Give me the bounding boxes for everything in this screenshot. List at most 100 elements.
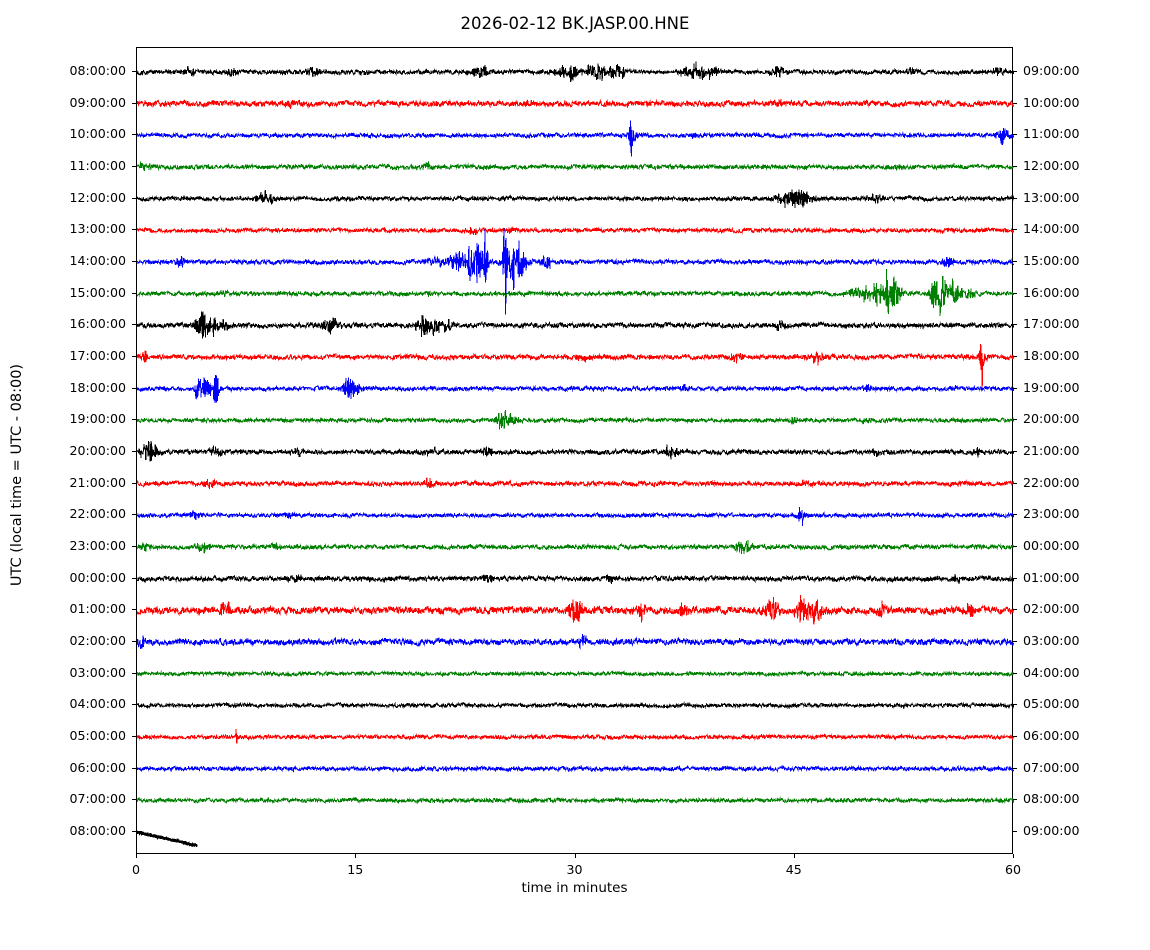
right-tick-mark [1013, 482, 1017, 484]
right-tick-mark [1013, 577, 1017, 579]
left-tick-mark [132, 514, 136, 516]
trace-080000 [137, 61, 1014, 83]
right-tick-label: 01:00:00 [1023, 569, 1080, 585]
left-tick-mark [132, 546, 136, 547]
right-tick-label: 06:00:00 [1023, 728, 1080, 743]
right-tick-label: 23:00:00 [1023, 506, 1080, 522]
right-tick-mark [1013, 451, 1017, 452]
left-tick-mark [132, 356, 136, 357]
left-tick-mark [132, 577, 136, 579]
right-tick-mark [1013, 102, 1017, 104]
right-tick-mark [1013, 261, 1017, 262]
right-tick-mark [1013, 736, 1017, 737]
left-tick-label: 20:00:00 [69, 443, 126, 458]
trace-060000 [137, 764, 1014, 773]
left-tick-mark [132, 419, 136, 421]
right-tick-label: 09:00:00 [1023, 63, 1080, 78]
left-tick-mark [132, 641, 136, 642]
left-tick-mark [132, 736, 136, 737]
right-tick-mark [1013, 387, 1017, 389]
right-tick-label: 12:00:00 [1023, 158, 1080, 173]
left-tick-label: 12:00:00 [69, 189, 126, 205]
page-title: 2026-02-12 BK.JASP.00.HNE [460, 14, 690, 33]
right-tick-mark [1013, 609, 1017, 611]
left-tick-mark [132, 229, 136, 231]
right-tick-label: 10:00:00 [1023, 94, 1080, 110]
left-tick-label: 18:00:00 [69, 379, 126, 395]
trace-220000 [137, 506, 1014, 527]
x-tick-label: 0 [131, 862, 140, 877]
x-tick-mark [355, 854, 357, 858]
right-tick-label: 21:00:00 [1023, 443, 1080, 458]
left-tick-label: 09:00:00 [69, 94, 126, 110]
x-tick-mark [574, 854, 576, 858]
left-tick-mark [132, 324, 136, 326]
left-tick-mark [132, 704, 136, 706]
left-tick-mark [132, 387, 136, 389]
right-tick-label: 13:00:00 [1023, 189, 1080, 205]
trace-130000 [137, 226, 1014, 236]
trace-000000 [137, 573, 1014, 585]
left-tick-label: 15:00:00 [69, 284, 126, 300]
left-tick-label: 17:00:00 [69, 348, 126, 363]
left-tick-label: 16:00:00 [69, 316, 126, 332]
left-tick-label: 08:00:00 [69, 823, 126, 838]
right-tick-label: 14:00:00 [1023, 221, 1080, 237]
trace-canvas [137, 61, 1014, 848]
right-tick-mark [1013, 704, 1017, 706]
left-tick-label: 11:00:00 [69, 158, 126, 173]
right-tick-mark [1013, 641, 1017, 642]
x-tick-mark [793, 854, 795, 858]
left-tick-label: 00:00:00 [69, 569, 126, 585]
right-tick-label: 11:00:00 [1023, 126, 1080, 142]
right-tick-label: 17:00:00 [1023, 316, 1080, 332]
right-tick-mark [1013, 767, 1017, 769]
right-tick-label: 16:00:00 [1023, 284, 1080, 300]
x-tick-label: 45 [785, 862, 802, 877]
left-tick-label: 07:00:00 [69, 791, 126, 807]
trace-140000 [137, 228, 1014, 315]
right-tick-label: 09:00:00 [1023, 823, 1080, 838]
x-tick-label: 15 [347, 862, 364, 877]
trace-120000 [137, 189, 1014, 209]
right-tick-mark [1013, 419, 1017, 421]
left-tick-label: 08:00:00 [69, 63, 126, 78]
left-tick-mark [132, 261, 136, 262]
trace-230000 [137, 539, 1014, 555]
trace-200000 [137, 441, 1014, 462]
right-tick-label: 02:00:00 [1023, 601, 1080, 617]
trace-040000 [137, 701, 1014, 710]
left-tick-label: 03:00:00 [69, 664, 126, 680]
trace-020000 [137, 633, 1014, 650]
left-tick-mark [132, 831, 136, 832]
left-tick-label: 01:00:00 [69, 601, 126, 617]
left-tick-label: 22:00:00 [69, 506, 126, 522]
trace-170000 [137, 343, 1014, 390]
trace-090000 [137, 98, 1014, 109]
right-tick-label: 22:00:00 [1023, 474, 1080, 490]
x-tick-mark [1013, 854, 1014, 858]
trace-070000 [137, 796, 1014, 805]
trace-050000 [137, 729, 1014, 744]
trace-160000 [137, 311, 1014, 339]
trace-180000 [137, 374, 1014, 403]
trace-100000 [137, 120, 1014, 157]
x-tick-mark [136, 854, 137, 858]
right-tick-mark [1013, 166, 1017, 167]
right-tick-label: 19:00:00 [1023, 379, 1080, 395]
left-tick-mark [132, 451, 136, 452]
right-tick-label: 07:00:00 [1023, 759, 1080, 775]
right-tick-label: 04:00:00 [1023, 664, 1080, 680]
left-tick-label: 23:00:00 [69, 538, 126, 553]
left-tick-mark [132, 71, 136, 72]
left-tick-mark [132, 799, 136, 801]
right-tick-mark [1013, 672, 1017, 674]
right-tick-label: 00:00:00 [1023, 538, 1080, 553]
right-tick-mark [1013, 292, 1017, 294]
right-tick-label: 08:00:00 [1023, 791, 1080, 807]
seismogram-plot-area [136, 47, 1014, 854]
left-tick-mark [132, 134, 136, 136]
left-tick-mark [132, 672, 136, 674]
right-tick-mark [1013, 831, 1017, 832]
right-tick-mark [1013, 799, 1017, 801]
